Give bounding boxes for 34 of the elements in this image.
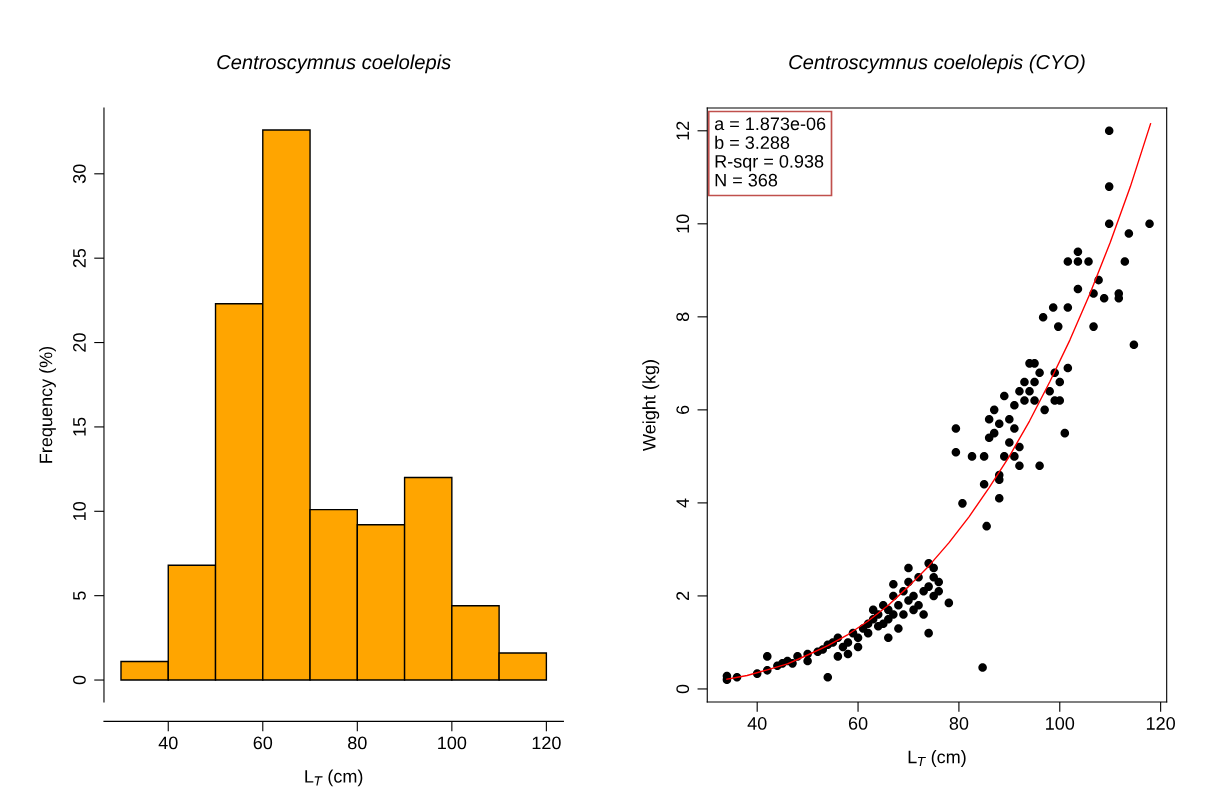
annotation: b = 3.288 — [715, 135, 790, 149]
x-tick-label: 100 — [1046, 717, 1075, 730]
y-tick-label: 15 — [73, 417, 86, 436]
x-tick-label: 100 — [438, 736, 467, 750]
annotation: N = 368 — [715, 173, 778, 187]
x-tick-label: 120 — [532, 736, 561, 750]
x-tick-label: 60 — [848, 717, 868, 730]
y-axis-title: Weight (kg) — [642, 360, 660, 451]
y-tick-label: 8 — [676, 312, 690, 322]
y-tick-label: 0 — [676, 684, 690, 694]
x-tick-label: 80 — [949, 717, 969, 730]
chart-title: Centroscymnus coelolepis — [217, 54, 451, 74]
y-tick-label: 12 — [676, 121, 689, 140]
x-tick-label: 120 — [1146, 717, 1175, 730]
y-tick-label: 2 — [676, 591, 689, 601]
y-tick-label: 10 — [73, 501, 86, 520]
y-tick-label: 5 — [73, 591, 86, 600]
y-tick-label: 30 — [73, 164, 86, 184]
y-tick-label: 4 — [676, 498, 689, 508]
annotation: R-sqr = 0.938 — [715, 154, 824, 172]
x-tick-label: 40 — [747, 717, 767, 730]
x-tick-label: 40 — [158, 736, 178, 750]
chart-title: Centroscymnus coelolepis (CYO) — [789, 54, 1085, 74]
y-tick-label: 20 — [73, 333, 86, 352]
y-tick-label: 0 — [73, 675, 86, 685]
y-axis-title: Frequency (%) — [39, 346, 56, 463]
annotation: a = 1.873e-06 — [714, 117, 826, 131]
x-axis-title: L$_{T}$ (cm) — [305, 769, 363, 787]
x-tick-label: 80 — [348, 736, 367, 750]
x-axis-title: L$_{T}$ (cm) — [908, 750, 966, 767]
y-tick-label: 6 — [676, 405, 690, 414]
y-tick-label: 10 — [676, 214, 690, 233]
x-tick-label: 60 — [253, 736, 273, 750]
y-tick-label: 25 — [73, 248, 86, 268]
